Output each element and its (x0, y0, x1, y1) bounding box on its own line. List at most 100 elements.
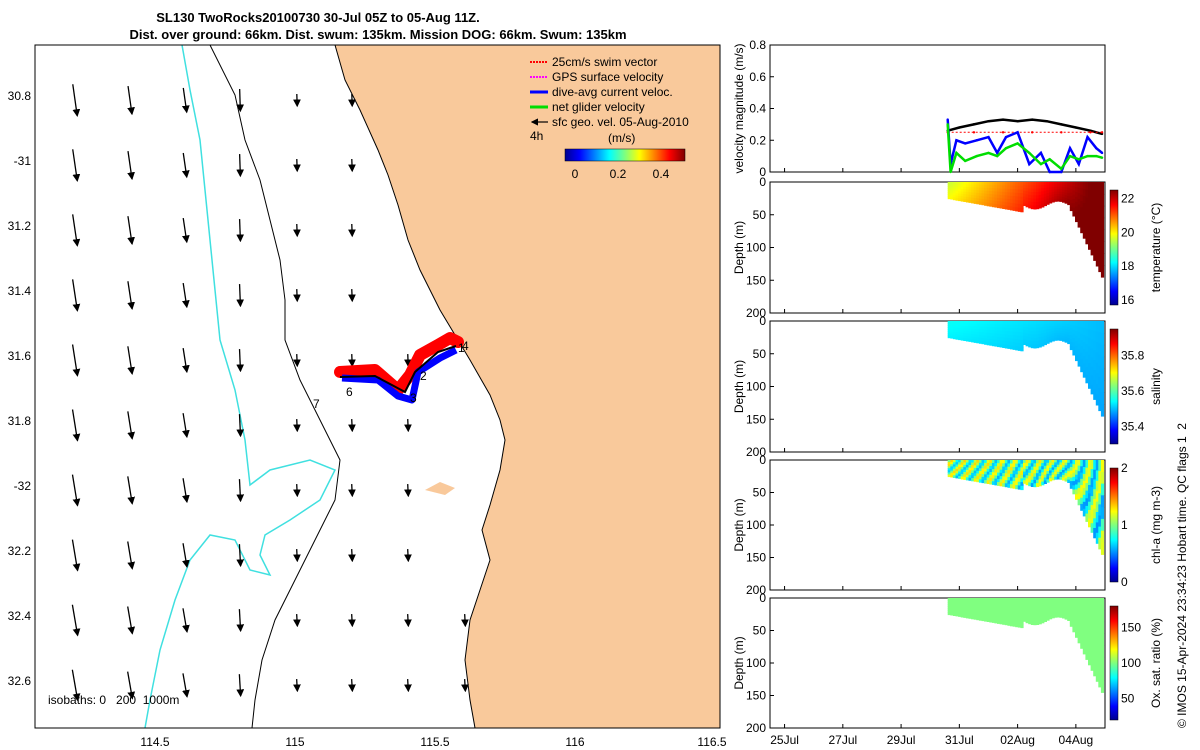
section-cell (1075, 607, 1079, 614)
section-cell (1051, 191, 1055, 195)
section-cell (1004, 598, 1008, 602)
map-y-tick: 31.4 (8, 284, 32, 298)
section-cell (1004, 604, 1008, 609)
section-cell (1025, 333, 1029, 338)
section-cell (1056, 189, 1060, 193)
section-cell (947, 474, 951, 478)
map-y-tick: 31.2 (8, 219, 32, 233)
data-point (1060, 131, 1063, 134)
section-cell (1015, 335, 1019, 340)
section-cell (1075, 474, 1079, 481)
section-cell (1002, 188, 1006, 193)
section-cell (973, 462, 977, 466)
section-cell (994, 613, 998, 618)
section-cell (1004, 476, 1008, 481)
section-cell (1080, 616, 1084, 624)
section-cell (1059, 607, 1063, 611)
section-cell (1046, 323, 1050, 328)
section-cell (965, 598, 970, 602)
section-cell (1069, 342, 1073, 347)
section-cell (1033, 195, 1037, 200)
panel-ylabel: Depth (m) (732, 360, 746, 413)
section-cell (1085, 636, 1089, 645)
section-cell (1038, 198, 1042, 202)
section-cell (952, 336, 957, 340)
section-cell (978, 479, 983, 483)
section-cell (1002, 479, 1006, 484)
section-cell (1059, 602, 1063, 606)
section-cell (1062, 467, 1066, 471)
section-cell (1010, 463, 1014, 468)
section-cell (1056, 198, 1060, 202)
section-cell (1017, 196, 1021, 201)
section-cell (1025, 619, 1029, 624)
section-cell (1033, 473, 1037, 478)
section-cell (1077, 354, 1081, 361)
section-cell (1072, 464, 1076, 469)
section-cell (1041, 342, 1045, 347)
section-cell (978, 195, 983, 200)
section-cell (1023, 184, 1027, 189)
section-cell (999, 321, 1003, 325)
section-cell (1036, 331, 1040, 335)
section-cell (978, 471, 983, 475)
section-cell (1067, 479, 1071, 483)
section-cell (1043, 199, 1047, 204)
section-cell (989, 598, 993, 602)
section-cell (1072, 485, 1076, 491)
section-cell (991, 182, 996, 186)
section-cell (1077, 487, 1081, 495)
section-cell (989, 182, 993, 186)
section-cell (1062, 326, 1066, 330)
section-cell (981, 603, 985, 607)
section-cell (1059, 184, 1063, 188)
velocity-arrow (182, 413, 190, 439)
section-cell (963, 474, 967, 478)
section-cell (1030, 611, 1034, 616)
section-cell (1015, 612, 1019, 617)
section-cell (991, 188, 996, 192)
section-cell (963, 182, 967, 185)
section-cell (960, 184, 964, 188)
section-cell (1025, 472, 1029, 476)
section-cell (991, 481, 996, 485)
section-cell (1098, 399, 1102, 412)
section-cell (1023, 612, 1027, 616)
section-cell (971, 603, 975, 607)
section-cell (1062, 189, 1066, 193)
section-cell (1051, 607, 1055, 611)
section-cell (1077, 631, 1081, 638)
section-cell (960, 460, 964, 463)
section-cell (1062, 477, 1066, 481)
section-cell (1041, 613, 1045, 618)
section-cell (1012, 199, 1016, 204)
section-cell (1007, 324, 1011, 329)
section-cell (1072, 489, 1076, 495)
section-cell (997, 463, 1001, 467)
section-cell (1043, 468, 1047, 473)
section-cell (952, 197, 957, 201)
section-cell (1033, 618, 1037, 622)
section-cell (997, 340, 1001, 344)
section-cell (991, 466, 996, 470)
section-cell (1041, 463, 1045, 467)
section-cell (1085, 498, 1089, 507)
section-cell (968, 477, 972, 481)
section-cell (1002, 460, 1006, 464)
section-cell (981, 474, 985, 478)
section-cell (989, 612, 993, 617)
section-cell (1062, 603, 1066, 607)
section-cell (1041, 619, 1045, 624)
section-cell (1004, 337, 1008, 342)
section-cell (999, 460, 1003, 464)
section-cell (997, 333, 1001, 338)
section-cell (997, 620, 1001, 624)
section-cell (984, 182, 988, 186)
section-cell (1064, 331, 1068, 335)
section-cell (968, 600, 972, 604)
data-point (1016, 142, 1019, 145)
data-point (1039, 151, 1043, 155)
section-cell (1054, 194, 1058, 197)
colorbar-label: Ox. sat. ratio (%) (1149, 618, 1163, 708)
colorbar-tick-label: 35.4 (1121, 419, 1145, 433)
